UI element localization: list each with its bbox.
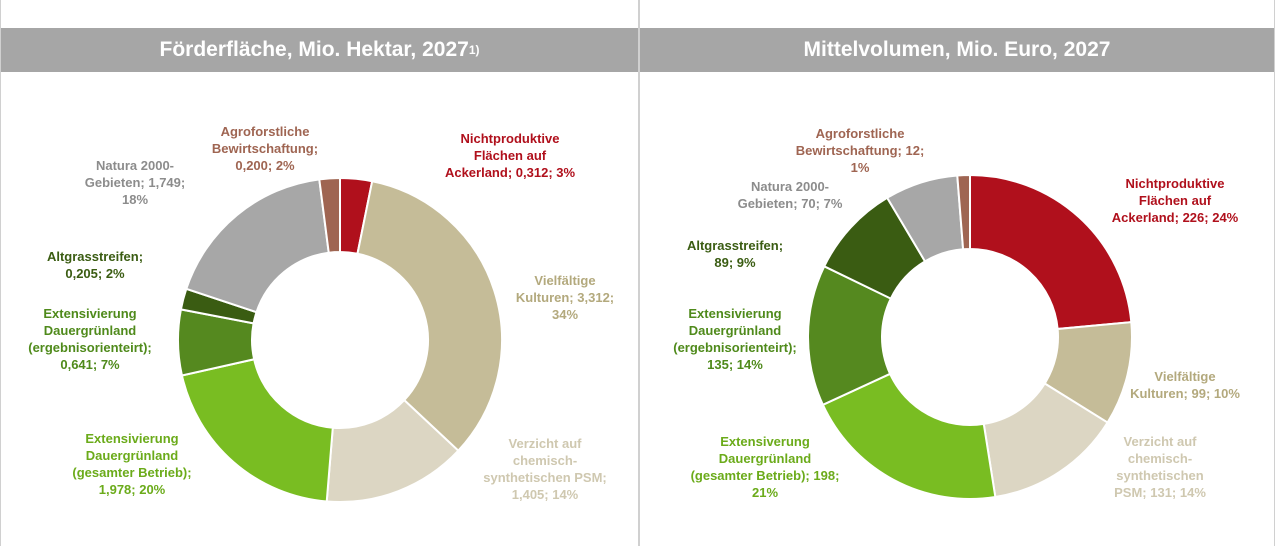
slice-label: Agroforstliche Bewirtschaftung; 0,200; 2… <box>195 123 335 174</box>
donut-slice <box>180 358 334 503</box>
donut-slice <box>356 180 503 453</box>
category-label: Vielfältige Kulturen; <box>515 273 596 305</box>
slice-label: Natura 2000-Gebieten; 70; 7% <box>725 178 855 212</box>
value-label: 70; 7% <box>801 196 843 211</box>
value-label: 131; 14% <box>1150 485 1206 500</box>
value-label: 0,205; 2% <box>65 266 125 281</box>
panel-header: Mittelvolumen, Mio. Euro, 2027 <box>640 28 1274 72</box>
category-label: Nichtproduktive Flächen auf Ackerland; <box>444 131 560 180</box>
value-label: 99; 10% <box>1191 386 1240 401</box>
value-label: 226; 24% <box>1182 210 1239 225</box>
category-label: Verzicht auf chemisch-synthetischen PSM; <box>1114 434 1204 500</box>
panel-right: Mittelvolumen, Mio. Euro, 2027 <box>639 0 1275 546</box>
category-label: Natura 2000-Gebieten; <box>84 158 175 190</box>
value-label: 198; 21% <box>751 468 840 500</box>
donut-slice <box>956 173 971 251</box>
slice-label: Vielfältige Kulturen; 3,312; 34% <box>510 272 620 323</box>
category-label: Agroforstliche Bewirtschaftung; <box>211 124 319 156</box>
slice-label: Extensivierung Dauergrünland (ergebnisor… <box>660 305 810 373</box>
value-label: 0,312; 3% <box>515 165 576 180</box>
slice-label: Agroforstliche Bewirtschaftung; 12; 1% <box>790 125 930 176</box>
value-label: 12; 1% <box>850 143 925 175</box>
value-label: 0,200; 2% <box>235 158 295 173</box>
panel-left: Förderfläche, Mio. Hektar, 2027 1) <box>0 0 639 546</box>
slice-label: Extensivierung Dauergrünland (gesamter B… <box>57 430 207 498</box>
value-label: 1,749; 18% <box>121 175 186 207</box>
title-note: 1) <box>468 43 480 57</box>
value-label: 1,978; 20% <box>98 482 166 497</box>
category-label: Extensiverung Dauergrünland (gesamter Be… <box>690 434 812 483</box>
value-label: 135; 14% <box>707 357 763 372</box>
donut-slice <box>969 173 1133 331</box>
category-label: Agroforstliche Bewirtschaftung; <box>795 126 905 158</box>
value-label: 3,312; 34% <box>551 290 615 322</box>
slice-label: Nichtproduktive Flächen auf Ackerland; 2… <box>1105 175 1245 226</box>
slice-label: Verzicht auf chemisch-synthetischen PSM;… <box>475 435 615 503</box>
slice-label: Altgrasstreifen; 89; 9% <box>680 237 790 271</box>
donut-slice <box>185 178 330 314</box>
category-label: Altgrasstreifen; <box>46 249 144 264</box>
slice-label: Vielfältige Kulturen; 99; 10% <box>1125 368 1245 402</box>
category-label: Extensivierung Dauergrünland (gesamter B… <box>72 431 192 480</box>
chart-title: Förderfläche, Mio. Hektar, 2027 <box>159 38 469 61</box>
value-label: 1,405; 14% <box>511 487 579 502</box>
category-label: Verzicht auf chemisch-synthetischen PSM; <box>483 436 607 485</box>
value-label: 89; 9% <box>714 255 756 270</box>
panel-header: Förderfläche, Mio. Hektar, 2027 1) <box>1 28 638 72</box>
slice-label: Verzicht auf chemisch-synthetischen PSM;… <box>1105 433 1215 501</box>
category-label: Nichtproduktive Flächen auf Ackerland; <box>1111 176 1225 225</box>
slice-label: Extensiverung Dauergrünland (gesamter Be… <box>690 433 840 501</box>
donut-slice <box>318 176 341 254</box>
category-label: Extensivierung Dauergrünland (ergebnisor… <box>673 306 797 355</box>
slice-label: Nichtproduktive Flächen auf Ackerland; 0… <box>440 130 580 181</box>
slice-label: Altgrasstreifen; 0,205; 2% <box>35 248 155 282</box>
category-label: Extensivierung Dauergrünland (ergebnisor… <box>28 306 152 355</box>
slice-label: Extensivierung Dauergrünland (ergebnisor… <box>15 305 165 373</box>
category-label: Altgrasstreifen; <box>686 238 784 253</box>
slice-label: Natura 2000-Gebieten; 1,749; 18% <box>75 157 195 208</box>
category-label: Natura 2000-Gebieten; <box>737 179 830 211</box>
value-label: 0,641; 7% <box>60 357 120 372</box>
category-label: Vielfältige Kulturen; <box>1130 369 1216 401</box>
donut-slice <box>821 372 997 500</box>
chart-title: Mittelvolumen, Mio. Euro, 2027 <box>803 38 1111 61</box>
